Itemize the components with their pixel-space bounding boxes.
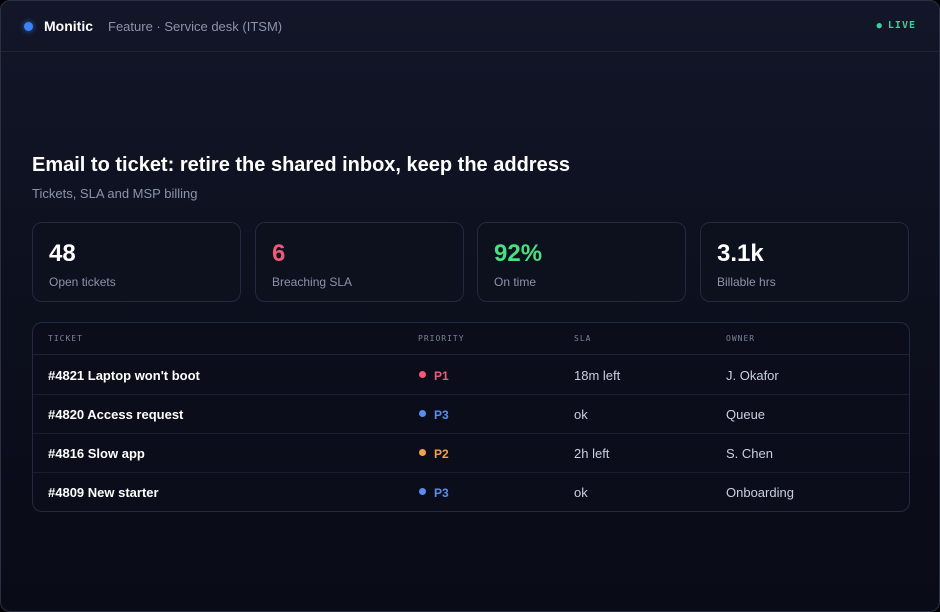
ticket-cell[interactable]: #4816 Slow app: [48, 446, 145, 461]
priority-label: P3: [434, 486, 449, 500]
brand-logo-icon: [24, 22, 33, 31]
column-header-owner[interactable]: OWNER: [726, 334, 756, 343]
sla-cell: ok: [574, 407, 588, 422]
stat-value: 48: [49, 240, 76, 267]
column-header-ticket[interactable]: TICKET: [48, 334, 83, 343]
stat-label: Open tickets: [49, 275, 116, 289]
priority-label: P2: [434, 447, 449, 461]
stat-label: Billable hrs: [717, 275, 776, 289]
sla-cell: ok: [574, 485, 588, 500]
priority-label: P3: [434, 408, 449, 422]
owner-cell: Queue: [726, 407, 766, 422]
ticket-cell[interactable]: #4820 Access request: [48, 407, 184, 422]
owner-cell: J. Okafor: [726, 368, 779, 383]
page-subtitle: Tickets, SLA and MSP billing: [32, 186, 198, 201]
stat-card-open-tickets: 48 Open tickets: [32, 222, 241, 302]
stat-label: Breaching SLA: [272, 275, 353, 289]
ticket-cell[interactable]: #4821 Laptop won't boot: [48, 368, 200, 383]
stat-value: 92%: [494, 240, 543, 267]
priority-label: P1: [434, 369, 449, 383]
stat-card-on-time: 92% On time: [477, 222, 686, 302]
stat-card-billable-hrs: 3.1k Billable hrs: [700, 222, 909, 302]
brand-name[interactable]: Monitic: [44, 18, 93, 34]
table-row[interactable]: #4821 Laptop won't boot P1 18m left J. O…: [33, 355, 909, 395]
stat-value: 6: [272, 240, 286, 267]
table-row[interactable]: #4809 New starter P3 ok Onboarding: [33, 472, 909, 511]
live-status-badge: ● LIVE: [876, 20, 916, 31]
column-header-sla[interactable]: SLA: [574, 334, 592, 343]
breadcrumb: Feature · Service desk (ITSM): [108, 19, 283, 34]
ticket-cell[interactable]: #4809 New starter: [48, 485, 159, 500]
priority-dot-icon: [419, 410, 426, 417]
table-header: TICKET PRIORITY SLA OWNER: [33, 323, 909, 355]
stat-label: On time: [494, 275, 537, 289]
stat-card-breaching-sla: 6 Breaching SLA: [255, 222, 464, 302]
owner-cell: S. Chen: [726, 446, 773, 461]
sla-cell: 18m left: [574, 368, 621, 383]
top-bar: Monitic Feature · Service desk (ITSM) ● L…: [1, 1, 939, 52]
live-dot-icon: ●: [876, 21, 883, 31]
priority-dot-icon: [419, 449, 426, 456]
column-header-priority[interactable]: PRIORITY: [418, 334, 465, 343]
table-row[interactable]: #4820 Access request P3 ok Queue: [33, 394, 909, 434]
priority-dot-icon: [419, 371, 426, 378]
page-title: Email to ticket: retire the shared inbox…: [32, 154, 570, 176]
owner-cell: Onboarding: [726, 485, 794, 500]
live-label: LIVE: [887, 20, 916, 31]
sla-cell: 2h left: [574, 446, 610, 461]
tickets-table: TICKET PRIORITY SLA OWNER #4821 Laptop w…: [32, 322, 910, 512]
priority-dot-icon: [419, 488, 426, 495]
stat-value: 3.1k: [717, 240, 764, 267]
table-row[interactable]: #4816 Slow app P2 2h left S. Chen: [33, 433, 909, 473]
